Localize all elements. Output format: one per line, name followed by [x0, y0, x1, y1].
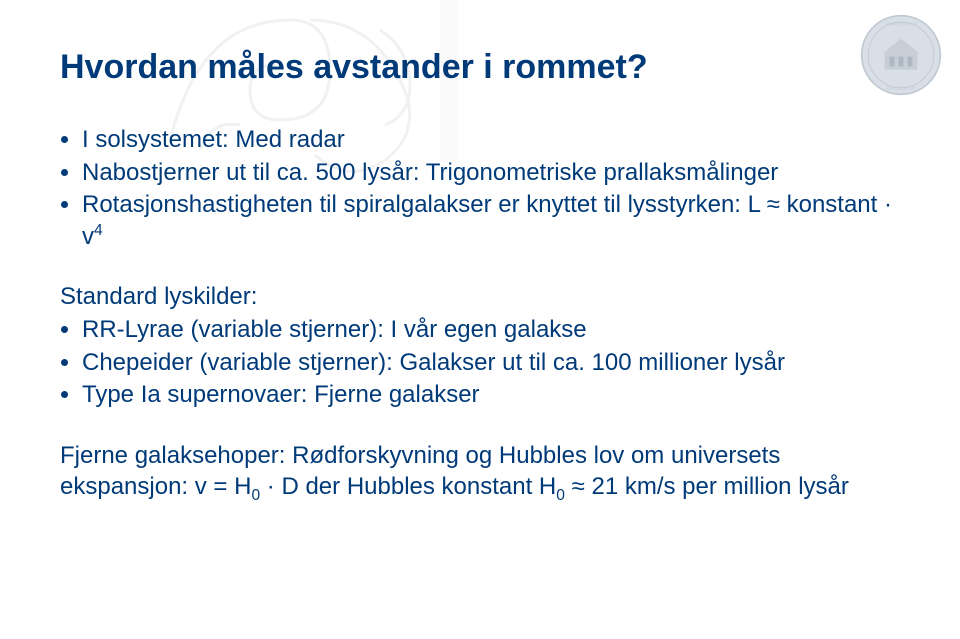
slide-content: Hvordan måles avstander i rommet? I sols… — [0, 0, 960, 506]
university-logo: UNIVERSITAS BERGENSIS — [860, 14, 942, 96]
bullet-text: RR-Lyrae (variable stjerner): I vår egen… — [82, 316, 587, 343]
footer-text: · D der Hubbles konstant H — [267, 473, 556, 500]
list-item: Rotasjonshastigheten til spiralgalakser … — [82, 190, 900, 252]
footer-paragraph: Fjerne galaksehoper: Rødforskyvning og H… — [60, 441, 900, 505]
sub-heading: Standard lyskilder: — [60, 283, 900, 311]
bullet-text: Type Ia supernovaer: Fjerne galakser — [82, 381, 480, 408]
bullet-text: Chepeider (variable stjerner): Galakser … — [82, 349, 785, 376]
svg-text:BERGENSIS: BERGENSIS — [887, 85, 916, 91]
list-item: RR-Lyrae (variable stjerner): I vår egen… — [82, 315, 900, 346]
list-item: Type Ia supernovaer: Fjerne galakser — [82, 380, 900, 411]
subscript: 0 — [251, 487, 260, 504]
exponent: 4 — [94, 222, 103, 239]
page-title: Hvordan måles avstander i rommet? — [60, 48, 900, 87]
light-sources-list: RR-Lyrae (variable stjerner): I vår egen… — [60, 315, 900, 411]
subscript: 0 — [556, 487, 565, 504]
svg-text:UNIVERSITAS: UNIVERSITAS — [885, 21, 918, 27]
bullet-text: I solsystemet: Med radar — [82, 126, 345, 153]
intro-bullet-list: I solsystemet: Med radar Nabostjerner ut… — [60, 125, 900, 253]
list-item: Chepeider (variable stjerner): Galakser … — [82, 348, 900, 379]
list-item: I solsystemet: Med radar — [82, 125, 900, 156]
bullet-text: Nabostjerner ut til ca. 500 lysår: Trigo… — [82, 159, 778, 186]
footer-text: ≈ 21 km/s per million lysår — [572, 473, 849, 500]
bullet-text: Rotasjonshastigheten til spiralgalakser … — [82, 191, 892, 250]
list-item: Nabostjerner ut til ca. 500 lysår: Trigo… — [82, 158, 900, 189]
